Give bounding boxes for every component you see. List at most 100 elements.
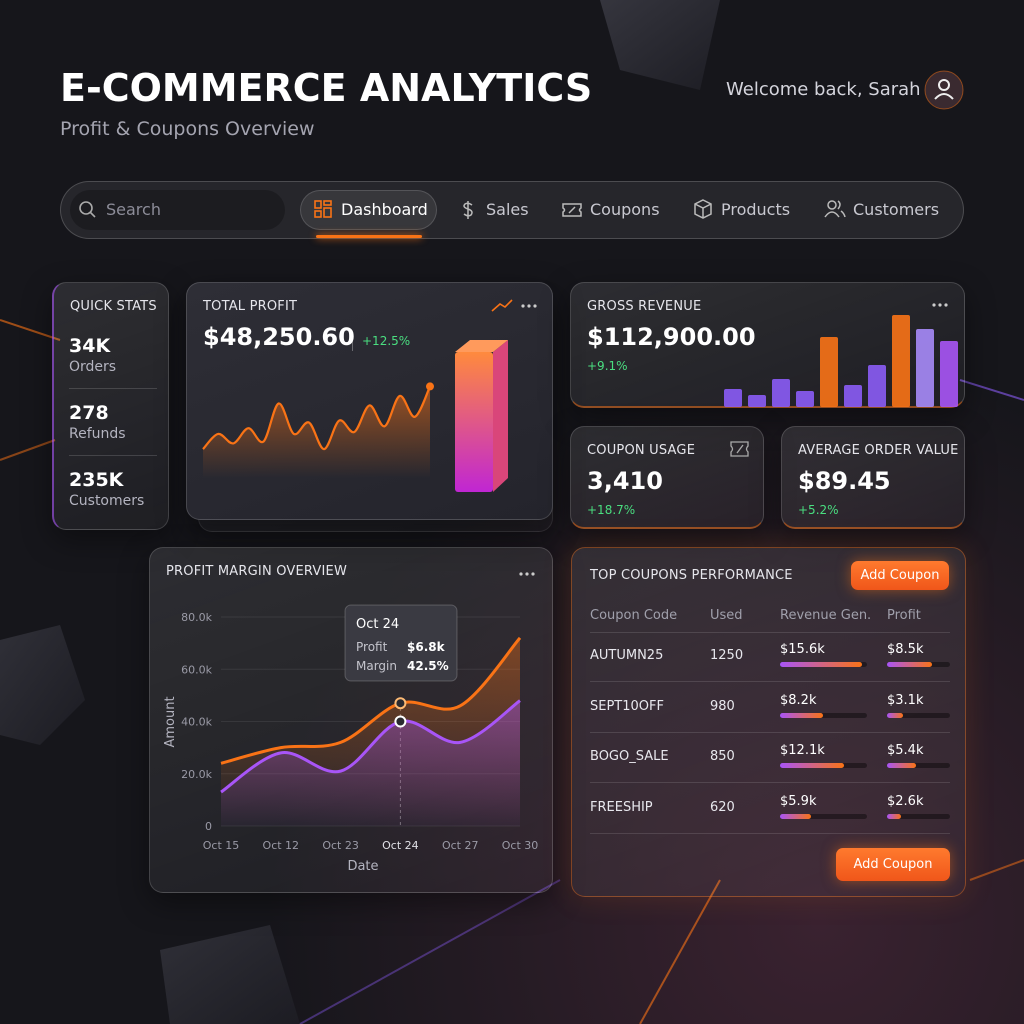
stat-label: Orders (69, 359, 117, 375)
cube (0, 625, 85, 745)
used-count: 980 (710, 698, 735, 714)
revenue-bar (780, 763, 844, 768)
divider (590, 782, 950, 783)
search-box[interactable] (70, 190, 285, 230)
glow-line (299, 879, 561, 1024)
glow-line (969, 859, 1024, 881)
revenue-track (780, 813, 867, 819)
card-title: GROSS REVENUE (587, 299, 702, 314)
profit-bar (887, 813, 901, 819)
divider (590, 681, 950, 682)
revenue-label: $5.9k (780, 793, 817, 809)
profit-track (887, 763, 950, 768)
coupon-code: SEPT10OFF (590, 698, 664, 714)
dashboard-icon (314, 200, 332, 218)
revenue-bar (780, 662, 862, 667)
nav-item[interactable]: Customers (853, 200, 940, 219)
coupon-code: BOGO_SALE (590, 749, 669, 764)
cube (600, 0, 720, 90)
nav-bar (60, 181, 964, 239)
nav-active-underline (316, 235, 422, 238)
revenue-label: $12.1k (780, 743, 825, 758)
glow-line (0, 319, 61, 341)
card-title: COUPON USAGE (587, 443, 696, 458)
coupon-code: AUTUMN25 (590, 648, 664, 663)
profit-track (887, 813, 950, 819)
card-change: +12.5% (362, 334, 411, 348)
used-count: 620 (710, 799, 735, 815)
customers-icon (824, 200, 846, 218)
page-subtitle: Profit & Coupons Overview (60, 118, 315, 140)
card-title: AVERAGE ORDER VALUE (798, 443, 959, 458)
revenue-label: $8.2k (780, 692, 817, 708)
profit-bar (887, 712, 904, 718)
coupon-code: FREESHIP (590, 799, 653, 815)
total-profit-card: TOTAL PROFIT $48,250.60 +12.5% (186, 282, 553, 520)
divider (69, 388, 157, 389)
card-title: TOTAL PROFIT (203, 299, 298, 314)
stat-value: 34K (69, 335, 111, 357)
top-coupons-card: TOP COUPONS PERFORMANCE Add Coupon Add C… (571, 547, 966, 897)
card-change: +18.7% (587, 503, 636, 517)
glow-line (639, 879, 721, 1024)
profit-label: $2.6k (887, 793, 924, 809)
coupons-icon (562, 203, 582, 217)
glow-line (0, 439, 56, 461)
column-header: Profit (887, 608, 921, 623)
divider (590, 832, 950, 834)
card-value: $48,250.60 (203, 323, 355, 351)
nav-item[interactable]: Sales (486, 200, 529, 219)
profit-bar (887, 662, 932, 667)
coupon-usage-card: COUPON USAGE 3,410 +18.7% (570, 426, 764, 529)
used-count: 850 (710, 749, 735, 764)
profit-track (887, 712, 950, 718)
card-change: +9.1% (587, 359, 628, 373)
stat-label: Customers (69, 493, 145, 509)
nav-item[interactable]: Dashboard (341, 200, 428, 219)
profit-bar (887, 763, 916, 768)
card-value: 3,410 (587, 467, 663, 495)
separator (352, 333, 353, 351)
column-header: Revenue Gen. (780, 608, 872, 623)
revenue-bar (780, 712, 824, 718)
stat-label: Refunds (69, 426, 126, 442)
stat-value: 235K (69, 469, 124, 491)
gross-revenue-card: GROSS REVENUE $112,900.00 +9.1% (570, 282, 965, 408)
divider (69, 455, 157, 456)
stat-value: 278 (69, 402, 109, 424)
column-header: Used (710, 608, 743, 623)
avg-order-card: AVERAGE ORDER VALUE $89.45 +5.2% (781, 426, 965, 529)
products-icon (694, 199, 712, 219)
quick-stats-card: QUICK STATS 34K Orders 278 Refunds 235K … (52, 282, 169, 530)
sales-icon (463, 201, 473, 219)
search-placeholder: Search (106, 200, 161, 219)
nav-active-pill[interactable] (300, 190, 437, 230)
card-value: $112,900.00 (587, 323, 756, 351)
divider (590, 632, 950, 633)
column-header: Coupon Code (590, 608, 678, 623)
nav-item[interactable]: Coupons (590, 200, 660, 219)
user-avatar[interactable] (924, 70, 964, 110)
revenue-track (780, 712, 867, 718)
card-value: $89.45 (798, 467, 891, 495)
revenue-label: $15.6k (780, 642, 825, 657)
revenue-bar (780, 813, 811, 819)
profit-margin-card: PROFIT MARGIN OVERVIEW (149, 547, 553, 893)
page-title: E-COMMERCE ANALYTICS (60, 66, 593, 110)
profit-label: $8.5k (887, 642, 924, 657)
glow-line (959, 379, 1024, 401)
welcome-text: Welcome back, Sarah (726, 79, 921, 100)
card-title: QUICK STATS (70, 299, 157, 314)
card-change: +5.2% (798, 503, 839, 517)
search-icon (79, 201, 96, 218)
add-coupon-button[interactable]: Add Coupon (851, 561, 949, 590)
cube (160, 925, 300, 1024)
nav-item[interactable]: Products (721, 200, 791, 219)
add-coupon-button[interactable]: Add Coupon (836, 848, 950, 881)
profit-label: $3.1k (887, 692, 924, 708)
profit-label: $5.4k (887, 743, 924, 758)
